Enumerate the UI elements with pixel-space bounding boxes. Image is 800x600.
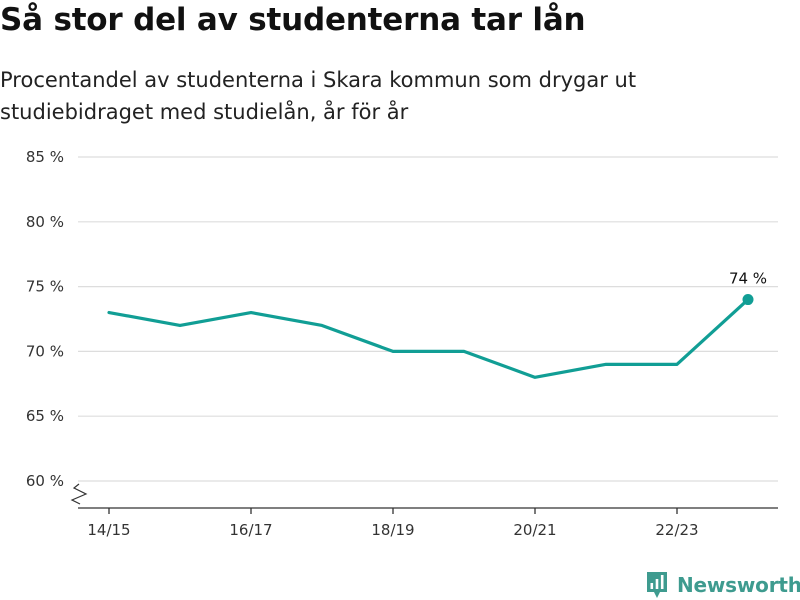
y-tick-label: 60 % xyxy=(26,472,64,490)
brand-logo: Newsworthy xyxy=(645,569,800,600)
end-value-label: 74 % xyxy=(729,270,767,288)
x-tick-label: 14/15 xyxy=(87,521,130,539)
axis-break-icon xyxy=(70,483,88,505)
x-tick-label: 18/19 xyxy=(371,521,414,539)
brand-name: Newsworthy xyxy=(677,573,800,597)
x-tick-label: 22/23 xyxy=(655,521,698,539)
y-tick-label: 75 % xyxy=(26,278,64,296)
series-line xyxy=(107,297,750,379)
newsworthy-logo-icon xyxy=(647,572,667,598)
chart-subtitle: Procentandel av studenterna i Skara komm… xyxy=(0,68,637,124)
y-tick-label: 70 % xyxy=(26,342,64,360)
y-tick-label: 65 % xyxy=(26,407,64,425)
y-tick-label: 85 % xyxy=(26,148,64,166)
chart-title: Så stor del av studenterna tar lån xyxy=(0,2,586,38)
x-tick-label: 20/21 xyxy=(513,521,556,539)
end-point xyxy=(742,294,754,306)
x-tick-label: 16/17 xyxy=(229,521,272,539)
y-tick-label: 80 % xyxy=(26,213,64,231)
